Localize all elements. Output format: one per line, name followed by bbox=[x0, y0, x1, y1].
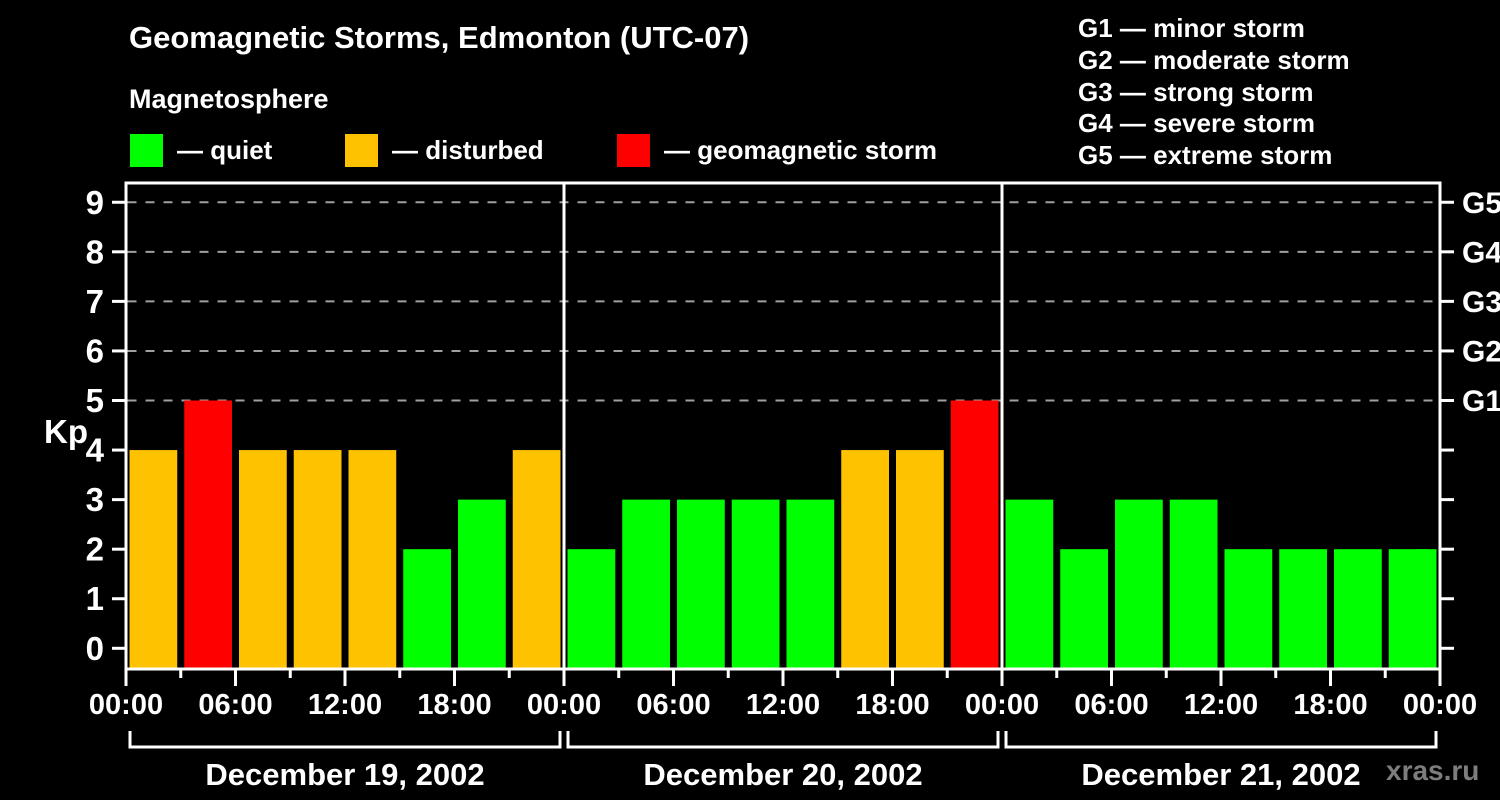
bar bbox=[677, 499, 725, 668]
storm-swatch-icon bbox=[617, 134, 650, 167]
legend-label: — geomagnetic storm bbox=[664, 135, 938, 165]
chart-title: Geomagnetic Storms, Edmonton (UTC-07) bbox=[129, 20, 750, 55]
chart-subtitle: Magnetosphere bbox=[129, 84, 329, 114]
y-tick-label: 3 bbox=[86, 481, 104, 518]
date-label: December 21, 2002 bbox=[1081, 757, 1360, 792]
bar bbox=[896, 450, 944, 668]
plot-frame bbox=[124, 181, 1442, 671]
g-axis-label: G4 bbox=[1462, 236, 1500, 269]
quiet-swatch-icon bbox=[130, 134, 163, 167]
bar bbox=[1224, 549, 1273, 668]
bar bbox=[841, 450, 889, 668]
time-label: 18:00 bbox=[855, 689, 929, 721]
y-tick-label: 7 bbox=[86, 283, 104, 320]
legend-item-storm: — geomagnetic storm bbox=[617, 133, 937, 168]
time-label: 06:00 bbox=[1074, 689, 1148, 721]
time-label: 06:00 bbox=[636, 689, 710, 721]
bar bbox=[731, 499, 780, 668]
date-bracket bbox=[128, 731, 562, 749]
bar bbox=[1005, 499, 1054, 668]
y-tick-label: 6 bbox=[86, 332, 104, 369]
bar bbox=[622, 499, 670, 668]
time-label: 18:00 bbox=[417, 689, 491, 721]
bar bbox=[512, 450, 561, 668]
bar bbox=[567, 549, 616, 668]
y-tick-label: 2 bbox=[86, 531, 104, 568]
legend-label: — quiet bbox=[177, 135, 273, 165]
g-legend-row: G4 — severe storm bbox=[1078, 108, 1316, 139]
time-label: 00:00 bbox=[527, 689, 601, 721]
bar bbox=[1334, 549, 1382, 668]
legend-item-quiet: — quiet bbox=[130, 133, 272, 168]
time-label: 12:00 bbox=[746, 689, 820, 721]
bar bbox=[403, 549, 451, 668]
y-tick-label: 1 bbox=[86, 580, 104, 617]
bar bbox=[184, 400, 232, 668]
g-axis-label: G2 bbox=[1462, 335, 1500, 368]
date-bracket bbox=[566, 731, 1000, 749]
bar-partial bbox=[1416, 549, 1428, 668]
g-legend-row: G1 — minor storm bbox=[1078, 13, 1305, 43]
g-axis-label: G1 bbox=[1462, 385, 1500, 418]
bar bbox=[1169, 499, 1218, 668]
g-legend-row: G5 — extreme storm bbox=[1078, 140, 1333, 171]
bar bbox=[293, 450, 342, 668]
date-bracket bbox=[1004, 731, 1438, 749]
watermark: xras.ru bbox=[1386, 755, 1480, 786]
bar bbox=[348, 450, 397, 668]
bar bbox=[1388, 549, 1437, 668]
time-label: 00:00 bbox=[1403, 689, 1477, 721]
bar bbox=[950, 400, 999, 668]
time-label: 18:00 bbox=[1293, 689, 1367, 721]
y-tick-label: 4 bbox=[86, 432, 105, 469]
bar bbox=[239, 450, 287, 668]
bar bbox=[1060, 549, 1108, 668]
bar bbox=[1115, 499, 1163, 668]
bar bbox=[129, 450, 178, 668]
bar bbox=[458, 499, 506, 668]
time-label: 12:00 bbox=[308, 689, 382, 721]
kp-axis-title: Kp bbox=[44, 413, 88, 450]
date-label: December 19, 2002 bbox=[205, 757, 484, 792]
time-label: 06:00 bbox=[198, 689, 272, 721]
g-legend-row: G2 — moderate storm bbox=[1078, 44, 1350, 75]
disturbed-swatch-icon bbox=[345, 134, 378, 167]
bar bbox=[1279, 549, 1327, 668]
time-label: 00:00 bbox=[965, 689, 1039, 721]
y-tick-label: 9 bbox=[86, 184, 104, 221]
g-axis-label: G3 bbox=[1462, 286, 1500, 319]
y-tick-label: 8 bbox=[86, 233, 104, 270]
legend-label: — disturbed bbox=[392, 135, 544, 165]
y-tick-label: 5 bbox=[86, 382, 104, 419]
legend-item-disturbed: — disturbed bbox=[345, 133, 544, 168]
g-axis-label: G5 bbox=[1462, 187, 1500, 220]
date-label: December 20, 2002 bbox=[643, 757, 922, 792]
y-tick-label: 0 bbox=[86, 630, 104, 667]
g-scale-legend: G1 — minor storm G2 — moderate storm G3 — … bbox=[1078, 13, 1350, 172]
time-label: 12:00 bbox=[1184, 689, 1258, 721]
time-label: 00:00 bbox=[89, 689, 163, 721]
bar bbox=[786, 499, 835, 668]
g-legend-row: G3 — strong storm bbox=[1078, 76, 1314, 107]
